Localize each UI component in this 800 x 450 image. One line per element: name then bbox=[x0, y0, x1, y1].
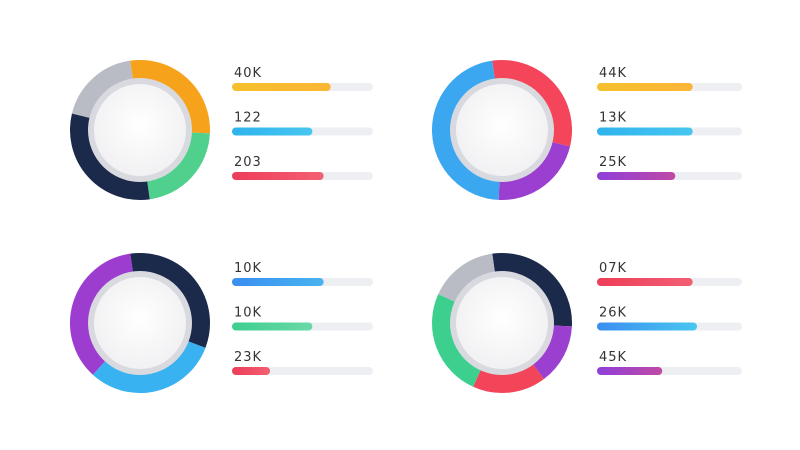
value-label: 10K bbox=[234, 306, 262, 321]
bar-fill bbox=[597, 367, 663, 375]
ring-segment bbox=[130, 60, 210, 134]
ring-segment bbox=[492, 253, 572, 327]
bar-fill bbox=[597, 322, 698, 331]
ring-segment bbox=[146, 131, 210, 200]
bar-fill bbox=[232, 367, 271, 375]
bar-fill bbox=[597, 278, 693, 286]
value-label: 122 bbox=[234, 111, 262, 126]
bar-fill bbox=[597, 83, 693, 91]
bar-fill bbox=[232, 278, 324, 286]
inner-disc bbox=[94, 84, 186, 176]
value-label: 26K bbox=[599, 306, 627, 321]
bar-fill bbox=[232, 83, 331, 91]
ring-segment bbox=[92, 340, 206, 393]
ring-segment bbox=[438, 253, 496, 303]
ring-segment bbox=[498, 141, 571, 200]
panel: 10K 10K 23K bbox=[70, 253, 373, 393]
ring-segment bbox=[71, 60, 134, 119]
value-label: 44K bbox=[599, 66, 627, 81]
value-label: 25K bbox=[599, 155, 627, 170]
bar-fill bbox=[597, 172, 676, 180]
value-label: 203 bbox=[234, 155, 262, 170]
value-label: 45K bbox=[599, 350, 627, 365]
panel: 07K 26K 45K bbox=[432, 253, 742, 393]
bar-fill bbox=[232, 322, 313, 331]
ring-segment bbox=[492, 60, 572, 147]
ring-segment bbox=[473, 362, 544, 393]
value-label: 10K bbox=[234, 261, 262, 276]
bar-fill bbox=[232, 127, 313, 136]
value-label: 13K bbox=[599, 111, 627, 126]
ring-segment bbox=[432, 60, 500, 200]
bar-fill bbox=[597, 127, 693, 136]
inner-disc bbox=[94, 277, 186, 369]
panel: 40K 122 203 bbox=[70, 60, 373, 200]
value-label: 23K bbox=[234, 350, 262, 365]
panel: 44K 13K 25K bbox=[432, 60, 742, 200]
ring-segment bbox=[432, 294, 482, 387]
inner-disc bbox=[456, 84, 548, 176]
ring-segment bbox=[70, 253, 134, 375]
value-label: 40K bbox=[234, 66, 262, 81]
ring-segment bbox=[130, 253, 210, 348]
bar-fill bbox=[232, 172, 324, 180]
inner-disc bbox=[456, 277, 548, 369]
ring-segment bbox=[531, 325, 572, 380]
ring-segment bbox=[70, 113, 150, 200]
value-label: 07K bbox=[599, 261, 627, 276]
